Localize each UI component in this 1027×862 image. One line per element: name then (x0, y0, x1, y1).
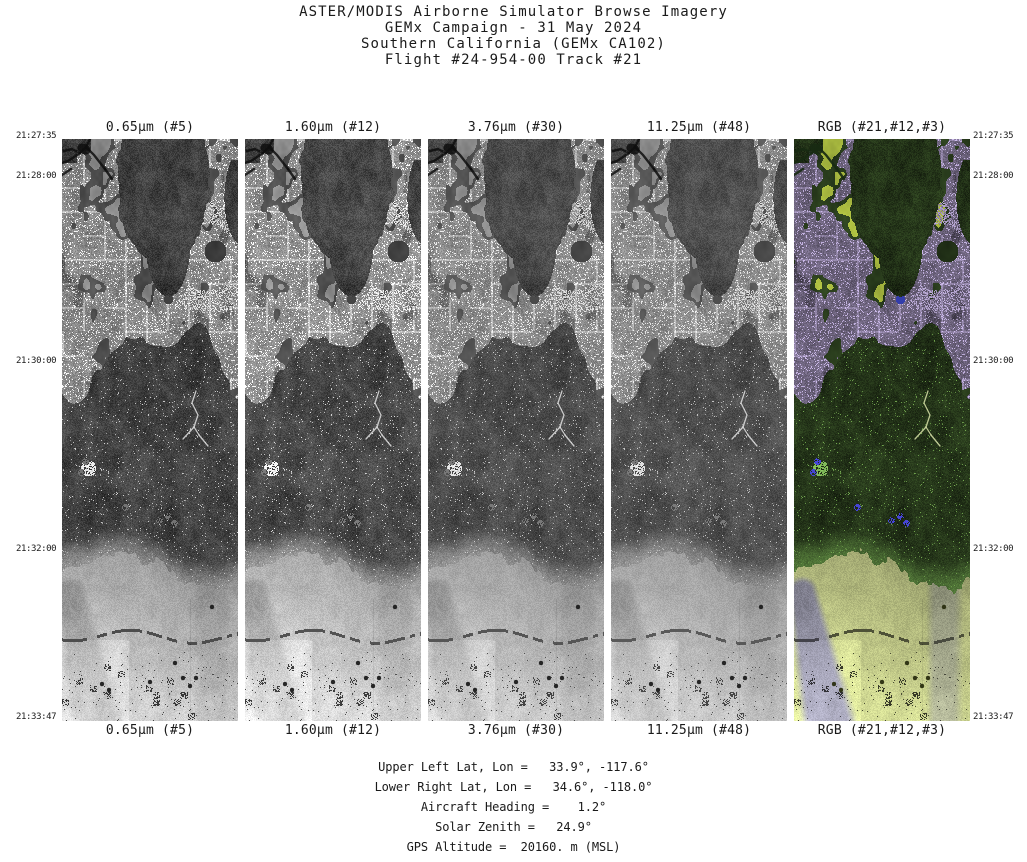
title-line-1: ASTER/MODIS Airborne Simulator Browse Im… (299, 4, 728, 20)
title-line-3: Southern California (GEMx CA102) (361, 36, 666, 52)
band-label-top-11.25um: 11.25µm (#48) (646, 120, 752, 135)
image-metadata: Upper Left Lat, Lon = 33.9°, -117.6° Low… (0, 757, 1027, 857)
metadata-lower-right: Lower Right Lat, Lon = 34.6°, -118.0° (374, 780, 653, 794)
page-title: ASTER/MODIS Airborne Simulator Browse Im… (0, 4, 1027, 68)
imagery-strip-1.60um (245, 139, 421, 721)
band-label-bottom-rgb: RGB (#21,#12,#3) (817, 723, 947, 738)
imagery-strip-3.76um (428, 139, 604, 721)
metadata-upper-left: Upper Left Lat, Lon = 33.9°, -117.6° (378, 760, 649, 774)
time-label-left-4: 21:33:47 (16, 712, 57, 722)
time-label-right-3: 21:32:00 (973, 544, 1014, 554)
band-label-bottom-3.76um: 3.76µm (#30) (467, 723, 565, 738)
time-label-right-1: 21:28:00 (973, 171, 1014, 181)
imagery-strip-rgb (794, 139, 970, 721)
band-label-top-3.76um: 3.76µm (#30) (467, 120, 565, 135)
band-label-bottom-1.60um: 1.60µm (#12) (284, 723, 382, 738)
time-label-right-4: 21:33:47 (973, 712, 1014, 722)
time-label-right-0: 21:27:35 (973, 131, 1014, 141)
title-line-4: Flight #24-954-00 Track #21 (384, 52, 643, 68)
time-label-left-1: 21:28:00 (16, 171, 57, 181)
metadata-aircraft-heading: Aircraft Heading = 1.2° (420, 800, 607, 814)
time-label-left-2: 21:30:00 (16, 356, 57, 366)
band-label-top-rgb: RGB (#21,#12,#3) (817, 120, 947, 135)
time-label-right-2: 21:30:00 (973, 356, 1014, 366)
band-label-top-1.60um: 1.60µm (#12) (284, 120, 382, 135)
band-label-bottom-0.65um: 0.65µm (#5) (105, 723, 195, 738)
imagery-strip-0.65um (62, 139, 238, 721)
title-line-2: GEMx Campaign - 31 May 2024 (384, 20, 643, 36)
time-label-left-0: 21:27:35 (16, 131, 57, 141)
metadata-solar-zenith: Solar Zenith = 24.9° (435, 820, 592, 834)
band-label-bottom-11.25um: 11.25µm (#48) (646, 723, 752, 738)
imagery-strip-11.25um (611, 139, 787, 721)
metadata-gps-altitude: GPS Altitude = 20160. m (MSL) (406, 840, 621, 854)
band-label-top-0.65um: 0.65µm (#5) (105, 120, 195, 135)
time-label-left-3: 21:32:00 (16, 544, 57, 554)
